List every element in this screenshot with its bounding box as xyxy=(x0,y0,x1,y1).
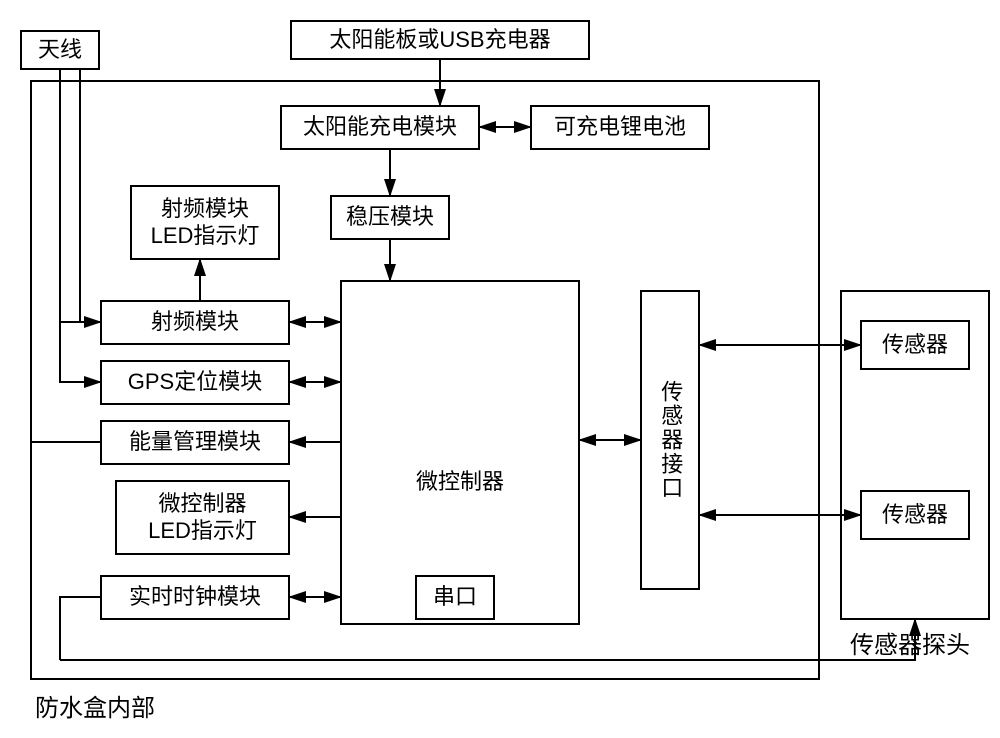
solar-usb-box: 太阳能板或USB充电器 xyxy=(290,20,590,60)
mcu-led-box: 微控制器 LED指示灯 xyxy=(115,480,290,555)
rf-led-label: 射频模块 LED指示灯 xyxy=(151,196,260,249)
waterproof-label: 防水盒内部 xyxy=(35,688,155,723)
battery-label: 可充电锂电池 xyxy=(554,114,686,140)
rf-box: 射频模块 xyxy=(100,300,290,345)
sensor-if-label: 传感器接口 xyxy=(657,380,683,500)
probe-label-text: 传感器探头 xyxy=(850,632,970,659)
waterproof-label-text: 防水盒内部 xyxy=(35,695,155,722)
sensor2-box: 传感器 xyxy=(860,490,970,540)
mcu-box: 微控制器 xyxy=(340,280,580,625)
sensor2-label: 传感器 xyxy=(882,502,948,528)
rf-led-box: 射频模块 LED指示灯 xyxy=(130,185,280,260)
antenna-label: 天线 xyxy=(38,37,82,63)
regulator-label: 稳压模块 xyxy=(346,204,434,230)
probe-label: 传感器探头 xyxy=(850,625,970,660)
solar-charge-box: 太阳能充电模块 xyxy=(280,105,480,150)
energy-box: 能量管理模块 xyxy=(100,420,290,465)
energy-label: 能量管理模块 xyxy=(129,429,261,455)
battery-box: 可充电锂电池 xyxy=(530,105,710,150)
mcu-label: 微控制器 xyxy=(416,469,504,495)
rtc-label: 实时时钟模块 xyxy=(129,584,261,610)
antenna-box: 天线 xyxy=(20,30,100,70)
sensor1-label: 传感器 xyxy=(882,332,948,358)
solar-charge-label: 太阳能充电模块 xyxy=(303,114,457,140)
gps-label: GPS定位模块 xyxy=(128,369,262,395)
mcu-led-label: 微控制器 LED指示灯 xyxy=(148,491,257,544)
regulator-box: 稳压模块 xyxy=(330,195,450,240)
serial-label: 串口 xyxy=(433,584,477,610)
gps-box: GPS定位模块 xyxy=(100,360,290,405)
solar-usb-label: 太阳能板或USB充电器 xyxy=(329,27,550,53)
sensor-if-box: 传感器接口 xyxy=(640,290,700,590)
rf-label: 射频模块 xyxy=(151,309,239,335)
sensor1-box: 传感器 xyxy=(860,320,970,370)
rtc-box: 实时时钟模块 xyxy=(100,575,290,620)
serial-box: 串口 xyxy=(415,575,495,620)
